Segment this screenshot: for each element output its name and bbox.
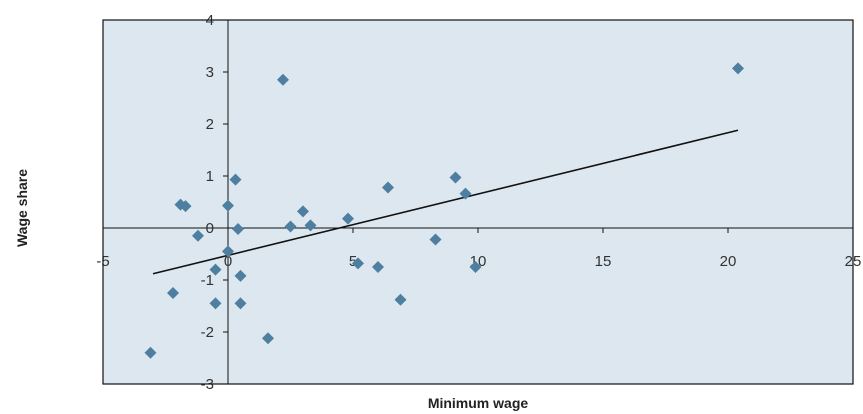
data-point — [234, 297, 247, 310]
data-point — [382, 181, 394, 194]
data-point — [469, 261, 482, 273]
y-tick-label: 3 — [206, 64, 214, 81]
data-point — [229, 173, 242, 186]
data-point — [167, 287, 179, 299]
data-point — [222, 245, 234, 258]
data-point — [449, 171, 462, 184]
data-point — [209, 263, 222, 276]
data-point — [429, 233, 442, 246]
data-point — [352, 257, 364, 270]
data-point — [179, 200, 192, 213]
data-point — [394, 293, 407, 306]
y-axis-title: Wage share — [14, 169, 30, 247]
data-point — [372, 261, 384, 273]
data-point — [144, 346, 157, 359]
x-tick-label: 20 — [720, 253, 737, 270]
y-tick-label: -1 — [201, 272, 214, 289]
data-point — [232, 223, 244, 236]
plot-area-background — [103, 20, 853, 384]
data-point — [262, 332, 274, 345]
data-point — [459, 187, 472, 200]
data-point — [304, 219, 317, 232]
y-tick-label: 2 — [206, 116, 214, 133]
data-point — [732, 62, 744, 75]
trend-line-layer — [152, 129, 739, 275]
x-axis-title: Minimum wage — [428, 395, 529, 411]
data-points — [144, 62, 744, 359]
y-tick-label: -2 — [201, 324, 214, 341]
data-point — [209, 297, 222, 310]
data-point — [192, 229, 204, 242]
data-point — [342, 212, 354, 225]
data-point — [284, 220, 297, 233]
data-point — [297, 205, 309, 218]
x-tick-label: 15 — [595, 253, 612, 270]
trend-line — [152, 129, 739, 275]
y-tick-label: 0 — [206, 220, 214, 237]
data-point — [222, 199, 234, 212]
x-tick-label: 0 — [224, 253, 232, 270]
axes-layer — [102, 19, 854, 385]
x-tick-label: 5 — [349, 253, 357, 270]
y-tick-label: 1 — [206, 168, 214, 185]
data-point — [277, 73, 289, 86]
data-point — [234, 269, 247, 282]
plot-area-frame — [102, 19, 854, 385]
